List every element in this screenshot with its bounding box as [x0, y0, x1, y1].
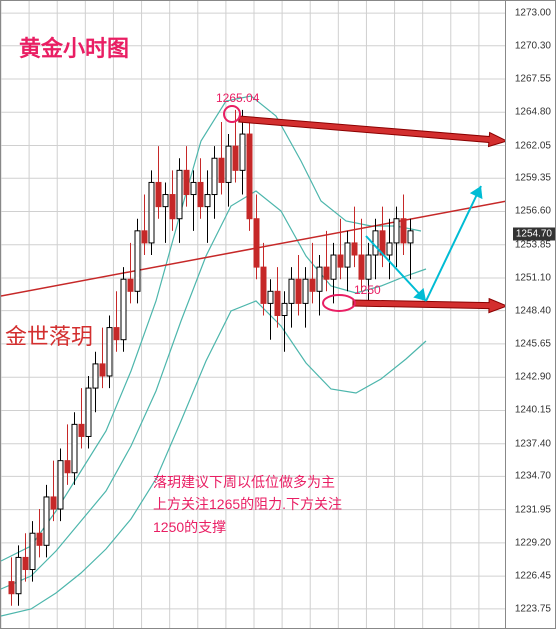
y-axis: 1273.00 1270.30 1267.55 1264.80 1262.05 1259.… [505, 1, 555, 628]
yaxis-tick-label: 1226.45 [515, 571, 551, 582]
yaxis-tick-label: 1259.35 [515, 173, 551, 184]
advice-annotation: 落玥建议下周以低位做多为主 上方关注1265的阻力.下方关注 1250的支撑 [153, 471, 342, 538]
yaxis-tick-label: 1273.00 [515, 8, 551, 19]
chart-title: 黄金小时图 [19, 31, 129, 63]
yaxis-tick-label: 1262.05 [515, 140, 551, 151]
support-label: 1250 [354, 283, 381, 297]
yaxis-tick-label: 1229.20 [515, 537, 551, 548]
chart-container: 黄金小时图 金世落玥 落玥建议下周以低位做多为主 上方关注1265的阻力.下方关… [0, 0, 556, 629]
yaxis-tick-label: 1231.95 [515, 504, 551, 515]
yaxis-tick-label: 1251.10 [515, 273, 551, 284]
peak-label: 1265.04 [216, 91, 259, 105]
yaxis-tick-label: 1264.80 [515, 107, 551, 118]
current-price-badge: 1254.70 [513, 228, 555, 241]
yaxis-tick-label: 1245.65 [515, 338, 551, 349]
advice-line3: 1250的支撑 [153, 516, 342, 538]
yaxis-tick-label: 1270.30 [515, 40, 551, 51]
yaxis-tick-label: 1237.40 [515, 438, 551, 449]
yaxis-tick-label: 1267.55 [515, 74, 551, 85]
yaxis-tick-label: 1256.60 [515, 206, 551, 217]
advice-line2: 上方关注1265的阻力.下方关注 [153, 493, 342, 515]
advice-line1: 落玥建议下周以低位做多为主 [153, 471, 342, 493]
yaxis-tick-label: 1242.90 [515, 372, 551, 383]
yaxis-tick-label: 1240.15 [515, 405, 551, 416]
yaxis-tick-label: 1223.75 [515, 603, 551, 614]
yaxis-tick-label: 1234.70 [515, 471, 551, 482]
watermark-text: 金世落玥 [5, 319, 93, 351]
yaxis-tick-label: 1248.40 [515, 305, 551, 316]
